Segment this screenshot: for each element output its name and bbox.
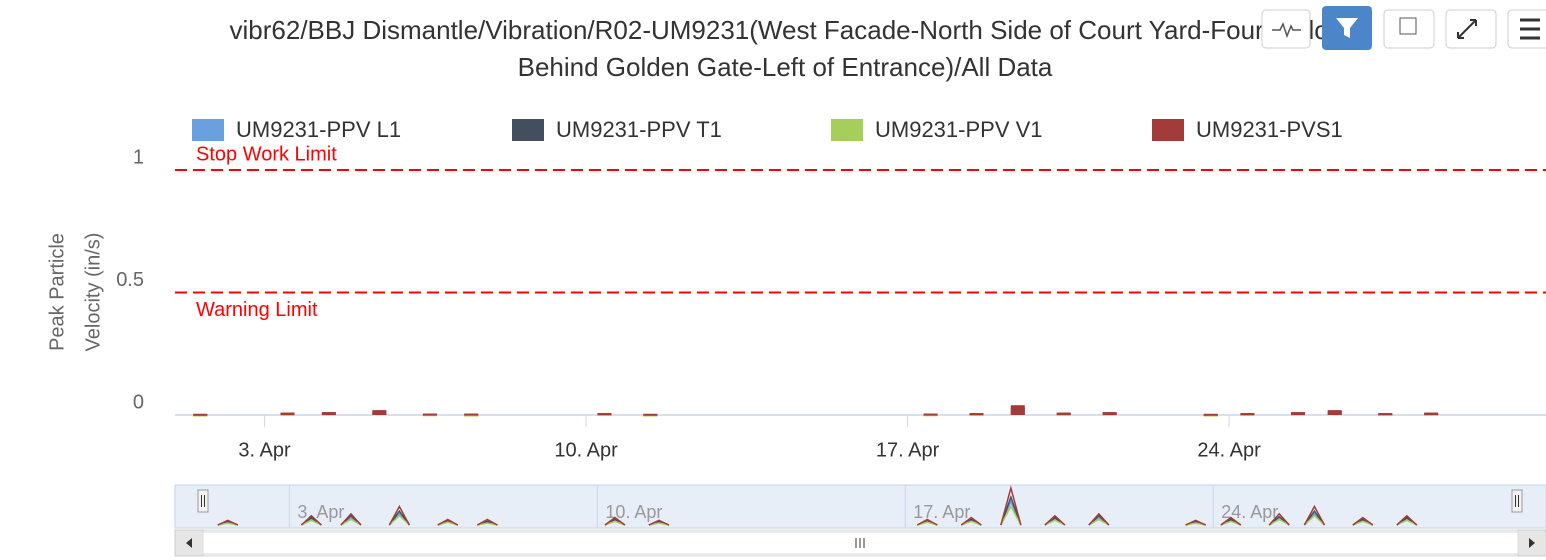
plot-line-label: Stop Work Limit (196, 143, 337, 165)
navigator-handle[interactable] (197, 489, 209, 513)
navigator-series (217, 495, 1418, 526)
y-tick-label: 0.5 (116, 269, 144, 291)
plot-line-label: Warning Limit (196, 299, 318, 321)
navigator-label: 17. Apr (913, 502, 970, 522)
icon (1457, 19, 1477, 39)
navigator-series (217, 504, 1418, 526)
column (643, 413, 658, 416)
chart-title: vibr62/BBJ Dismantle/Vibration/R02-UM923… (230, 15, 1361, 45)
column (1327, 410, 1342, 415)
chart-type-button[interactable] (1261, 9, 1311, 49)
legend-label: UM9231-PPV L1 (236, 117, 401, 142)
x-tick-label: 3. Apr (238, 439, 291, 461)
icon (1336, 18, 1358, 38)
navigator-label: 10. Apr (605, 502, 662, 522)
chart-title: Behind Golden Gate-Left of Entrance)/All… (518, 52, 1053, 82)
y-axis-title: Velocity (in/s) (82, 233, 104, 352)
x-tick-label: 17. Apr (876, 439, 940, 461)
column (372, 410, 387, 415)
column (1010, 405, 1025, 415)
navigator-handle[interactable] (1511, 489, 1523, 513)
y-tick-label: 1 (133, 146, 144, 168)
y-axis-title: Peak Particle (46, 233, 68, 351)
icon (186, 538, 192, 548)
column (1102, 412, 1117, 415)
navigator-series (217, 499, 1418, 526)
column (969, 413, 984, 416)
column (1424, 412, 1439, 415)
column (1240, 413, 1255, 416)
icon (855, 538, 865, 548)
legend-label: UM9231-PVS1 (1196, 117, 1343, 142)
column (464, 413, 479, 416)
legend-label: UM9231-PPV V1 (875, 117, 1043, 142)
toolbar (1261, 6, 1546, 50)
y-tick-label: 0 (133, 391, 144, 413)
column (1056, 412, 1071, 415)
column (1290, 412, 1305, 415)
legend-swatch (831, 119, 863, 141)
column (597, 413, 612, 416)
column (422, 413, 437, 416)
calendar-button[interactable] (1383, 9, 1435, 49)
icon (1399, 17, 1417, 35)
icon (1529, 538, 1535, 548)
column (1203, 413, 1218, 416)
icon (1272, 22, 1301, 39)
legend-swatch (1152, 119, 1184, 141)
x-tick-label: 24. Apr (1197, 439, 1261, 461)
legend-swatch (192, 119, 224, 141)
column (280, 412, 295, 415)
x-tick-label: 10. Apr (554, 439, 618, 461)
column (1378, 413, 1393, 416)
legend-label: UM9231-PPV T1 (556, 117, 722, 142)
navigator-series (217, 485, 1418, 526)
fullscreen-button[interactable] (1445, 9, 1497, 49)
icon (1520, 18, 1540, 40)
column (321, 412, 336, 415)
navigator[interactable] (174, 484, 1546, 529)
navigator-label: 24. Apr (1221, 502, 1278, 522)
legend-swatch (512, 119, 544, 141)
column (923, 413, 938, 416)
navigator-label: 3. Apr (297, 502, 344, 522)
column (193, 413, 208, 416)
